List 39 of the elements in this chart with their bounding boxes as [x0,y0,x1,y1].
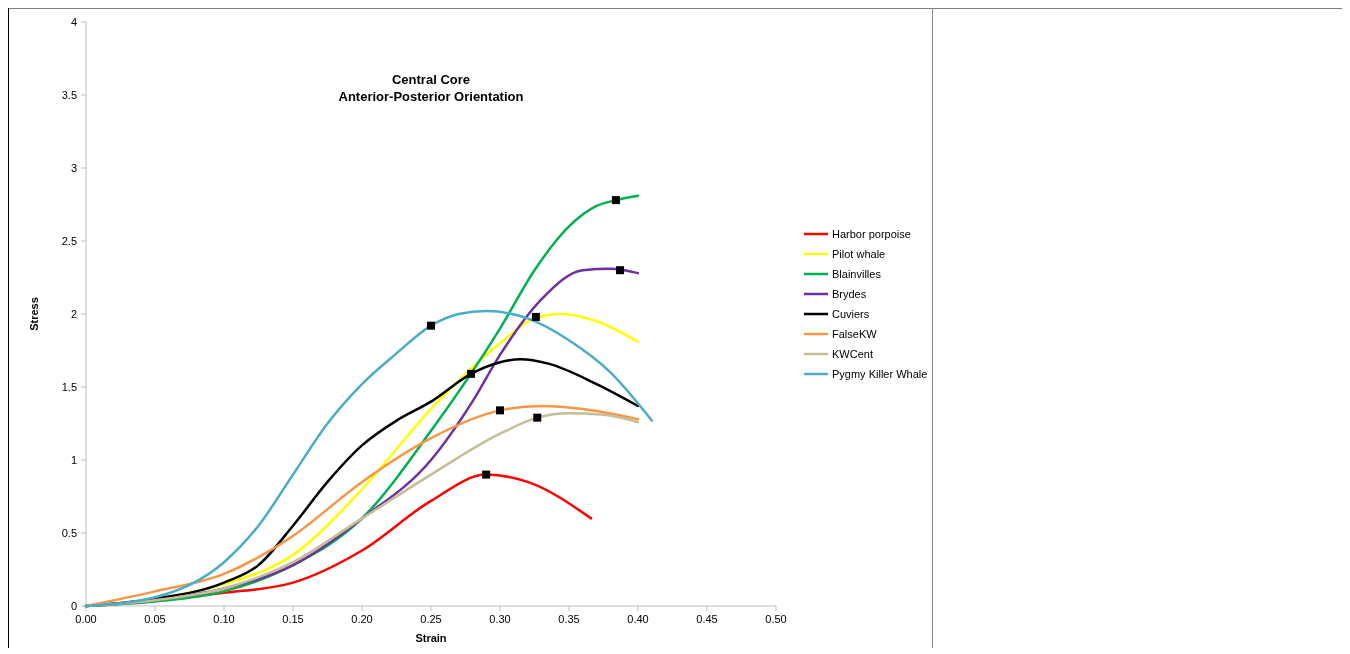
x-axis-title: Strain [415,632,447,644]
legend-label: Harbor porpoise [832,228,911,240]
y-tick-label: 1 [70,454,77,466]
x-tick-label: 0.05 [144,613,166,625]
legend-label: Blainvilles [832,268,882,280]
y-axis-title: Stress [28,297,40,331]
legend-label: Cuviers [832,308,870,320]
point [496,406,504,415]
x-tick-label: 0.35 [558,613,580,625]
y-tick-label: 1.5 [61,381,77,393]
point [427,321,435,330]
point [482,470,491,479]
y-tick-label: 2.5 [61,235,77,247]
x-tick-label: 0.45 [696,613,718,625]
x-tick-label: 0.00 [75,613,97,625]
legend-label: Pygmy Killer Whale [832,368,928,380]
y-tick-label: 4 [70,16,77,28]
point [467,369,476,378]
y-tick-label: 0.5 [61,527,77,539]
text: Central Core Anterior-Posterior Orientation [338,72,524,104]
point [611,196,620,205]
y-tick-label: 0 [70,600,77,612]
x-tick-label: 0.50 [765,613,787,625]
point [533,413,542,422]
x-tick-label: 0.25 [420,613,442,625]
x-tick-label: 0.40 [627,613,649,625]
point [531,312,540,321]
x-tick-label: 0.30 [489,613,511,625]
y-tick-label: 2 [70,308,77,320]
point [616,266,625,275]
legend-label: KWCent [832,348,873,360]
x-tick-label: 0.10 [213,613,235,625]
y-tick-label: 3 [70,162,77,174]
x-tick-label: 0.20 [351,613,373,625]
legend-label: FalseKW [832,328,878,340]
y-tick-label: 3.5 [61,89,77,101]
legend-label: Pilot whale [832,248,886,260]
legend-label: Brydes [832,288,867,300]
x-tick-label: 0.15 [282,613,304,625]
